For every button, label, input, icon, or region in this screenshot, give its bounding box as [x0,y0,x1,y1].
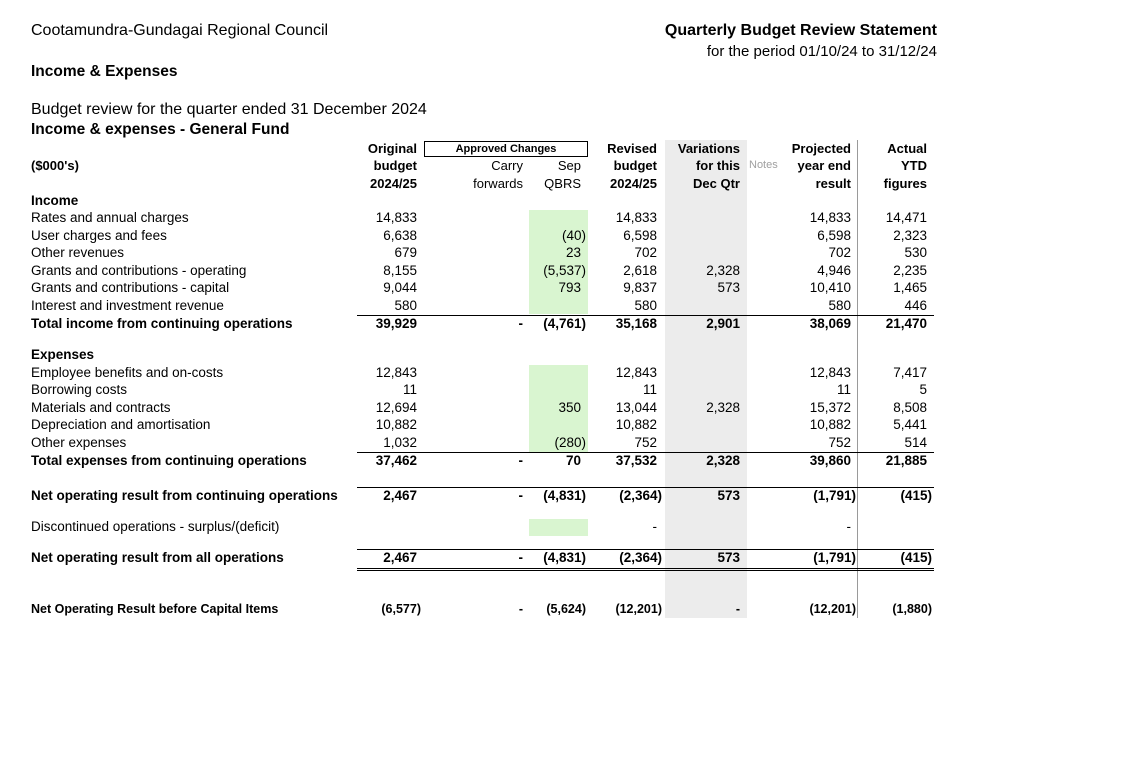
statement-period: for the period 01/10/24 to 31/12/24 [706,43,937,60]
section-title: Income & Expenses [31,63,178,80]
hdr-variations-3: Dec Qtr [693,176,740,191]
hdr-projected-1: Projected [791,141,851,156]
hdr-variations-1: Variations [677,141,740,156]
income-heading: Income [31,193,79,208]
hdr-original-3: 2024/25 [370,176,417,191]
hdr-variations-2: for this [695,158,740,173]
income-total-rule [357,315,934,316]
expenses-total-row: Total expenses from continuing operation… [31,453,927,468]
discontinued-row: Discontinued operations - surplus/(defic… [31,519,851,534]
table-row: Materials and contracts 12,694 350 13,04… [31,400,927,415]
hdr-actual-2: YTD [901,158,927,173]
sep-qbrs-discontinued-highlight [529,519,588,536]
projected-column-divider [857,140,858,618]
approved-changes-header: Approved Changes [424,141,588,157]
review-line: Budget review for the quarter ended 31 D… [31,101,427,118]
hdr-original-1: Original [367,141,417,156]
expenses-heading: Expenses [31,347,95,362]
sep-qbrs-income-highlight [529,210,588,314]
expenses-total-rule [357,452,934,453]
hdr-sep-1: Sep [557,158,581,173]
hdr-sep-2: QBRS [544,176,581,191]
net-all-double-rule [357,568,934,571]
units-label: ($000's) [31,158,79,173]
net-all-row: Net operating result from all operations… [31,550,932,565]
hdr-projected-3: result [815,176,851,191]
hdr-actual-1: Actual [887,141,927,156]
table-row: Depreciation and amortisation 10,882 10,… [31,417,927,432]
hdr-actual-3: figures [883,176,927,191]
hdr-revised-1: Revised [607,141,657,156]
statement-title: Quarterly Budget Review Statement [664,22,937,39]
table-row: Grants and contributions - capital 9,044… [31,280,927,295]
table-row: Interest and investment revenue 580 580 … [31,298,927,313]
sep-qbrs-expenses-highlight [529,365,588,452]
variations-column-shade [665,140,747,618]
table-row: Employee benefits and on-costs 12,843 12… [31,365,927,380]
net-continuing-rule [357,487,934,488]
table-row: Borrowing costs 11 11 11 5 [31,382,927,397]
hdr-projected-2: year end [797,158,851,173]
table-row: Other revenues 679 23 702 702 530 [31,245,927,260]
hdr-notes: Notes [749,159,778,171]
net-all-rule [357,549,934,550]
hdr-carry-2: forwards [473,176,523,191]
hdr-carry-1: Carry [491,158,523,173]
income-total-row: Total income from continuing operations … [31,316,927,331]
hdr-original-2: budget [373,158,417,173]
table-row: Rates and annual charges 14,833 14,833 1… [31,210,927,225]
table-row: Grants and contributions - operating 8,1… [31,263,927,278]
hdr-revised-2: budget [613,158,657,173]
fund-title: Income & expenses - General Fund [31,121,290,138]
table-row: Other expenses 1,032 (280) 752 752 514 [31,435,927,450]
council-name: Cootamundra-Gundagai Regional Council [31,22,329,39]
net-continuing-row: Net operating result from continuing ope… [31,488,932,503]
before-capital-row: Net Operating Result before Capital Item… [31,602,932,616]
table-row: User charges and fees 6,638 (40) 6,598 6… [31,228,927,243]
hdr-revised-3: 2024/25 [610,176,657,191]
